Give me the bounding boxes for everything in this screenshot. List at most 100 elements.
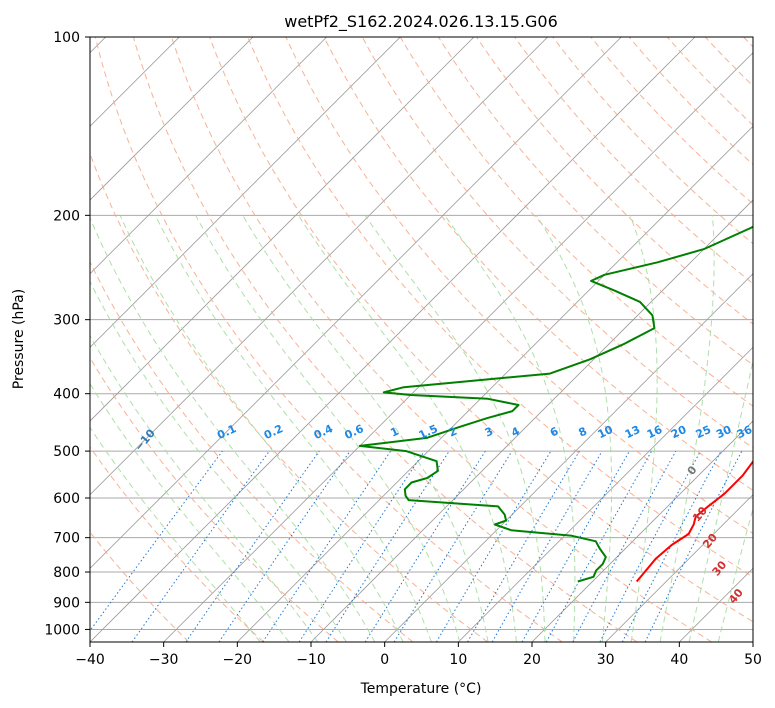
isotherm-line	[384, 273, 753, 642]
moist-adiabat-line	[629, 215, 658, 642]
mixing-ratio-label: 8	[576, 425, 588, 440]
x-tick-label: −40	[75, 652, 105, 668]
isotherm-line	[163, 52, 753, 642]
y-tick-label: 900	[53, 595, 80, 611]
moist-adiabat-line	[90, 334, 319, 642]
x-tick-label: 40	[670, 652, 688, 668]
x-tick-label: −10	[296, 652, 326, 668]
moist-adiabat-line	[90, 426, 261, 642]
mixing-ratio-line	[644, 450, 743, 642]
dry-adiabat-line	[90, 356, 339, 642]
mixing-ratio-label: 20	[669, 423, 689, 441]
moist-adiabat-line	[659, 215, 715, 642]
y-tick-label: 800	[53, 565, 80, 581]
mixing-ratio-label: 0.6	[343, 422, 366, 442]
y-tick-label: 600	[53, 491, 80, 507]
mixing-ratio-line	[521, 450, 630, 642]
isotherm-line	[90, 37, 548, 496]
mixing-ratio-line	[298, 450, 425, 642]
y-tick-label: 400	[53, 387, 80, 403]
dry-adiabat-line	[590, 37, 753, 205]
moist-adiabat-line	[90, 382, 290, 642]
sounding-profiles	[358, 225, 753, 583]
y-tick-label: 300	[53, 313, 80, 329]
mixing-ratio-line	[599, 450, 701, 642]
dry-adiabat-lines	[90, 37, 753, 642]
moist-adiabat-line	[119, 215, 404, 642]
mixing-ratio-line	[90, 450, 223, 632]
dry-adiabat-line	[323, 37, 753, 491]
dry-adiabat-line	[476, 37, 753, 325]
moist-adiabat-line	[242, 215, 489, 642]
dry-adiabat-line	[209, 37, 753, 623]
moist-adiabat-label: 40	[726, 586, 746, 606]
moist-adiabat-line	[195, 215, 461, 642]
x-tick-label: 20	[523, 652, 541, 668]
plot-area: −100−90−80−70−60−50−40−30−20−100.10.20.4…	[90, 37, 753, 642]
dry-adiabat-line	[90, 531, 190, 642]
isotherm-line	[90, 37, 475, 422]
dry-adiabat-line	[666, 37, 753, 126]
dry-adiabat-line	[94, 37, 563, 642]
dry-adiabat-line	[628, 37, 753, 166]
dry-adiabat-line	[90, 260, 414, 642]
dry-adiabat-line	[437, 37, 753, 366]
isotherm-line	[752, 641, 753, 642]
dry-adiabat-line	[399, 37, 753, 407]
isotherm-line	[90, 37, 327, 275]
mixing-ratio-line	[572, 450, 677, 642]
mixing-ratio-line	[393, 450, 513, 642]
isotherm-line	[90, 37, 254, 201]
mixing-ratio-label: 0.4	[312, 422, 335, 442]
isotherm-grid	[90, 37, 753, 642]
mixing-ratio-label: 10	[596, 423, 616, 441]
mixing-ratio-label: 0.2	[262, 422, 285, 442]
x-tick-label: 50	[744, 652, 762, 668]
y-axis: 100 200 300 400 500 600 700 800 900 1000	[44, 30, 90, 638]
mixing-ratio-line	[435, 450, 552, 642]
moist-adiabat-line	[535, 215, 613, 642]
x-tick-label: 10	[449, 652, 467, 668]
x-axis: −40 −30 −20 −10 0 10 20 30 40 50	[75, 642, 762, 668]
dry-adiabat-line	[90, 152, 488, 642]
y-tick-label: 700	[53, 531, 80, 547]
y-tick-label: 500	[53, 444, 80, 460]
mixing-ratio-line	[364, 450, 486, 642]
isotherm-line	[679, 567, 753, 642]
mixing-ratio-line	[325, 450, 450, 642]
x-tick-label: −20	[223, 652, 253, 668]
mixing-ratio-label: 25	[694, 423, 713, 441]
mixing-ratio-label: 16	[645, 423, 665, 441]
moist-adiabat-line	[90, 216, 376, 642]
isotherm-line	[605, 494, 753, 642]
dry-adiabat-line	[361, 37, 753, 449]
dry-adiabat-line	[743, 37, 753, 48]
dry-adiabat-line	[132, 37, 638, 642]
mixing-ratio-label: 4	[509, 424, 522, 439]
mixing-ratio-lines	[90, 450, 743, 642]
mixing-ratio-line	[131, 450, 270, 642]
dewpoint-profile-line	[358, 225, 753, 583]
mixing-ratio-label: 1	[388, 425, 400, 440]
mixing-ratio-line	[545, 450, 653, 642]
mixing-ratio-label: 13	[623, 423, 642, 441]
x-tick-label: 0	[380, 652, 389, 668]
y-tick-label: 1000	[44, 622, 80, 638]
mixing-ratio-label: 30	[714, 423, 734, 441]
x-axis-label: Temperature (°C)	[360, 681, 482, 697]
moist-adiabat-lines	[90, 215, 753, 642]
plot-frame	[89, 36, 754, 643]
moist-adiabat-label: 20	[700, 531, 720, 551]
moist-adiabat-line	[364, 215, 546, 642]
dry-adiabat-line	[704, 37, 753, 87]
isobar-grid	[90, 37, 753, 630]
isotherm-line	[237, 125, 753, 642]
dry-adiabat-line	[90, 446, 264, 642]
x-tick-label: 30	[597, 652, 615, 668]
isotherm-line	[90, 37, 622, 569]
mixing-ratio-line	[185, 450, 320, 642]
mixing-ratio-line	[218, 450, 351, 642]
dry-adiabat-line	[514, 37, 753, 285]
isotherm-line	[90, 37, 401, 348]
